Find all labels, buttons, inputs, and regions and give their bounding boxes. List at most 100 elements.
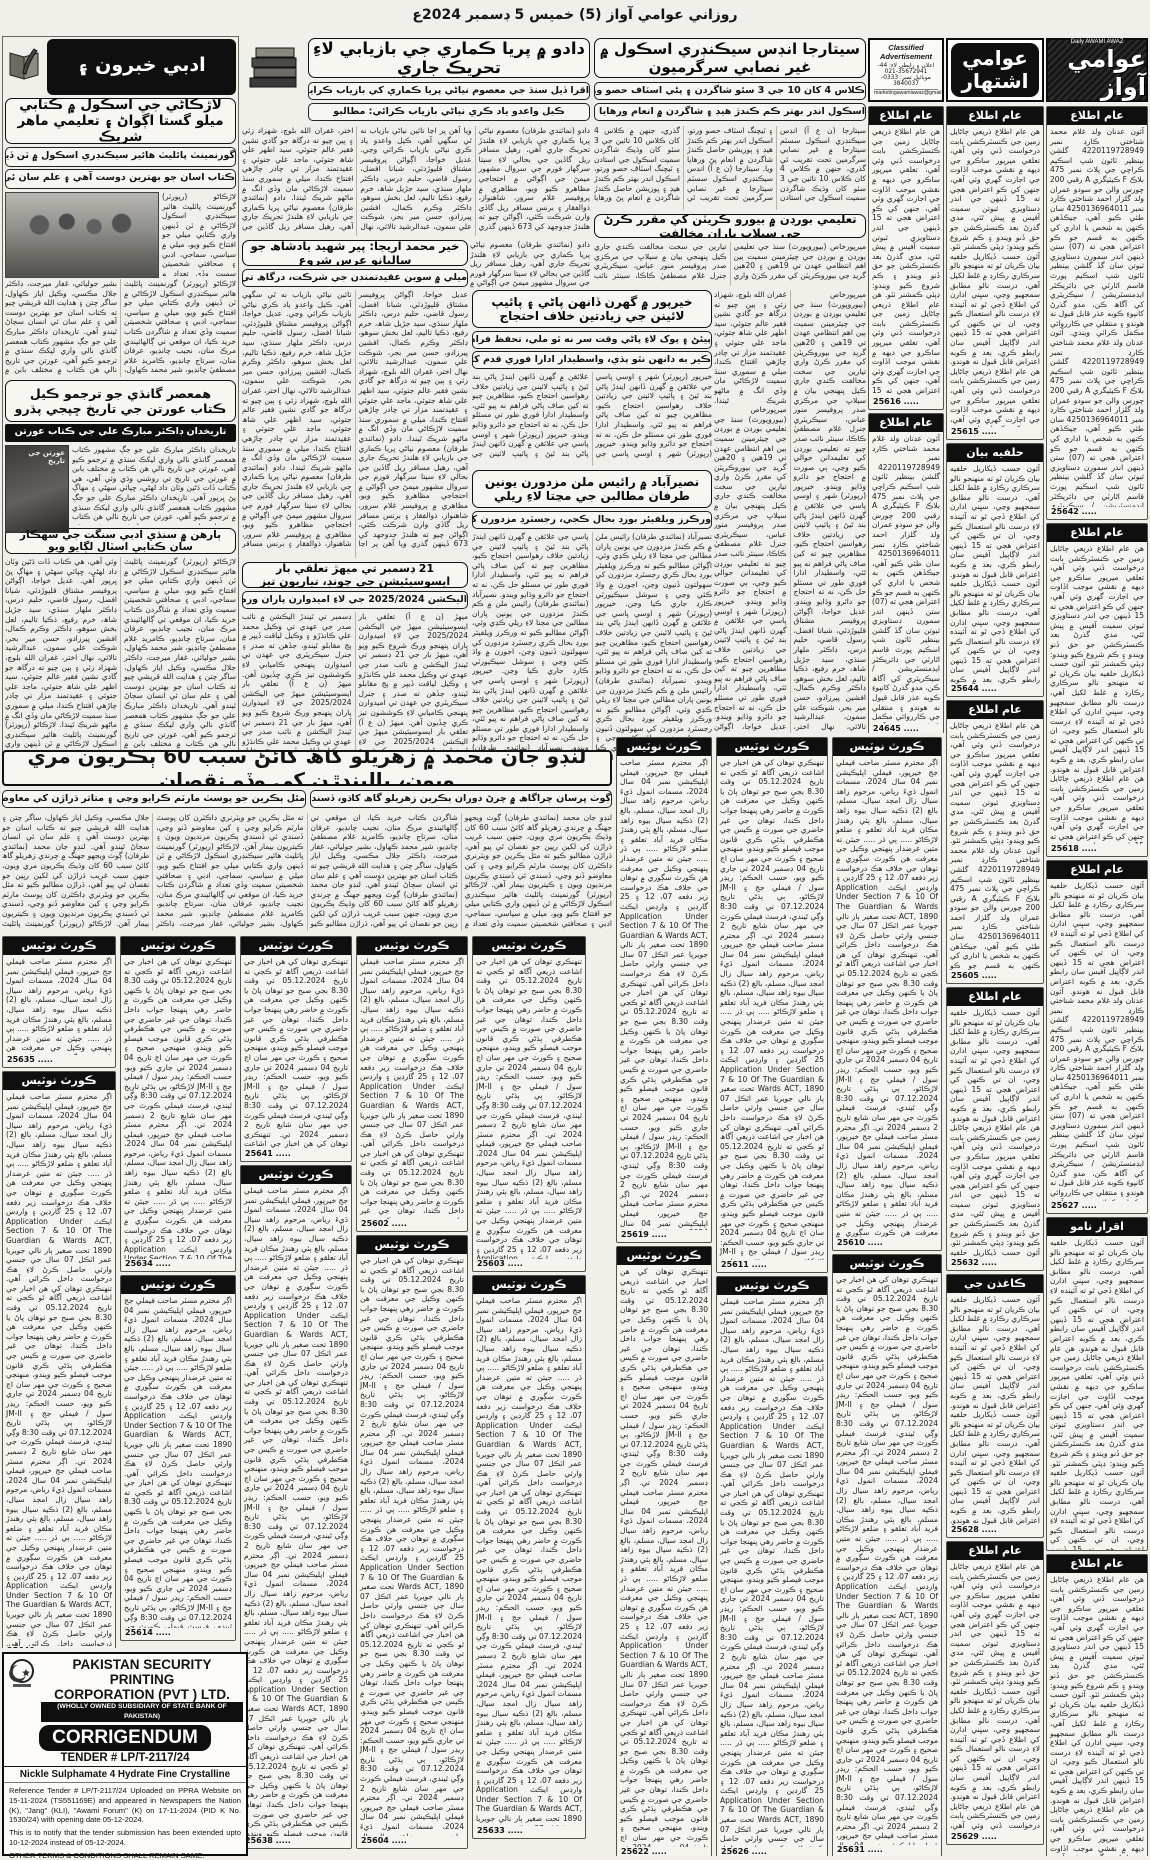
notice-body: هن عام اطلاع ذريعي ڄاڻايل زمين جي ڪنسٽرڪ…	[1050, 1575, 1144, 1856]
dadu-subhead-2: ڪيل واعدو ياد ڪري نياڻي بازياب ڪرائي: مط…	[308, 103, 590, 121]
dadu-headline: دادو ۾ پريا ڪماري جي بازيابي لاءِ تحريڪ …	[308, 38, 590, 78]
notice-ref-number: ..... 25603	[477, 1259, 523, 1268]
ishtihar-box: عوامي اشتهار	[946, 38, 1044, 102]
notice: عام اطلاع هن عام اطلاع ذريعي ڄاڻايل زمين …	[1046, 523, 1148, 857]
notice: عام اطلاع آئون حسب ڏيکاريل حلفيه بيان ڪري…	[946, 987, 1044, 1271]
notice-ref-number: ..... 25602	[361, 1219, 407, 1228]
literary-photo	[5, 192, 159, 278]
literary-body-3: لاڙڪاڻو (رپورٽر) گورنمينٽ پائليٽ هائير س…	[5, 557, 236, 758]
notice-body: هن عام اطلاع ذريعي ڄاڻايل زمين جي ڪنسٽرڪ…	[1050, 544, 1144, 844]
notice: ڪورٽ نوٽيس تنهنڪري توهان کي هن اخبار جي ا…	[616, 1246, 712, 1856]
school-headline: سيتارجا انڊس سيڪنڊري اسڪول ۾ غير نصابي س…	[594, 38, 866, 78]
books-stack-icon	[244, 40, 304, 104]
notice: عام اطلاع آئون عدنان ولد غلام محمد شناختي…	[868, 413, 944, 733]
school-body: سيتارجا (ن ع آ) انڊس سيڪنڊري اسڪول سسٽم …	[594, 126, 866, 203]
notice-header: حلفيه بيان	[947, 444, 1043, 462]
notice-ref-number: ..... 25604	[361, 1836, 407, 1845]
notice-header: عام اطلاع	[1047, 861, 1147, 879]
notice-body: آئون حسب ڏيکاريل حلفيه بيان ڪريان ٿو ته …	[1050, 1238, 1144, 1550]
notice: ڪورٽ نوٽيس تنهنڪري توهان کي هن اخبار جي ا…	[832, 1254, 942, 1856]
rally-headline: نصيرآباد ۾ رائيس ملن مزدورن يونين طرفان …	[472, 470, 712, 508]
notice: عام اطلاع هن عام اطلاع ذريعي ڄاڻايل زمين …	[946, 1541, 1044, 1845]
notice-ref-number: ..... 25638	[245, 1836, 291, 1845]
court-notice-column-3: ڪورٽ نوٽيس تنهنڪري توهان کي هن اخبار جي ا…	[240, 936, 352, 1856]
notice-body: اڳر محترم مسٽر صاحب فيملي جج خيرپور، فيم…	[620, 758, 709, 1230]
notice-body: اڳر محترم مسٽر صاحب فيملي جج خيرپور، فيم…	[836, 758, 939, 1238]
notice: ڪورٽ نوٽيس تنهنڪري توهان کي هن اخبار جي ا…	[120, 936, 236, 1272]
notice-ref-number: ..... 25618	[1051, 844, 1097, 853]
dadu-subhead-1: اقرا ڏيل سنڌ جي معصوم نياڻي پريا ڪماري ک…	[308, 82, 590, 100]
notice-body: اڳر محترم مسٽر صاحب فيملي جج خيرپور، فيم…	[720, 1297, 825, 1847]
corrigendum-title: CORRIGENDUM	[39, 1725, 211, 1751]
notice-body: اڳر محترم مسٽر صاحب فيملي جج خيرپور، فيم…	[124, 1296, 233, 1628]
logo-main-text: عوامي آواز	[1067, 45, 1146, 101]
khairpur-subhead-1: پيئڻ ۽ پوک لاءِ پاڻي وقت سر نه ٿو ملي، ت…	[472, 331, 712, 349]
classified-column-2: عام اطلاع هن عام اطلاع ذريعي ڄاڻايل زمين …	[946, 106, 1044, 1856]
notice-header: اقرار نامو	[1047, 1218, 1147, 1236]
khair-headline: خير محمد آريجا: پير شهيد بادشاھ جو ساليا…	[242, 240, 468, 266]
notice: ڪورٽ نوٽيس اڳر محترم مسٽر صاحب فيملي جج خ…	[616, 737, 712, 1243]
bar-election-body: ميهڙ (ن ع آ) تعلقي بار ايسوسيئيشن ميهڙ ج…	[242, 612, 468, 765]
notice-header: عام اطلاع	[947, 701, 1043, 719]
notice-body: تنهنڪري توهان کي هن اخبار جي اشاعت ذريعي…	[620, 1267, 709, 1847]
boards-headline: تعليمي بورڊن ۾ بيورو ڪريٽن کي مقرر ڪرڻ ج…	[594, 214, 866, 238]
notice-header: ڪورٽ نوٽيس	[357, 937, 467, 955]
notice-body: هن عام اطلاع ذريعي ڄاڻايل زمين جي ڪنسٽرڪ…	[950, 721, 1040, 971]
boards-body: ميرپورخاص (بيوروپورٽ) سنڌ جي تعليمي بورڊ…	[594, 242, 866, 280]
notice-header: ڪورٽ نوٽيس	[241, 937, 351, 955]
notice-ref-number: ..... 25633	[477, 1826, 523, 1835]
notice-header: ڪورٽ نوٽيس	[121, 937, 235, 955]
notice-header: ڪورٽ نوٽيس	[717, 738, 827, 756]
notice-ref-number: ..... 25644	[951, 684, 997, 693]
boards-body-continued: ميرپورخاص (بيوروپورٽ) سنڌ جي تعليمي بورڊ…	[714, 290, 866, 731]
pspc-crest-icon	[7, 1657, 41, 1696]
bar-election-subhead: اليڪشن 2025/2024 جي لاءِ اميدوارن پاران …	[242, 591, 468, 609]
notice-body: تنهنڪري توهان کي هن اخبار جي اشاعت ذريعي…	[476, 957, 582, 1259]
notice-body: تنهنڪري توهان کي هن اخبار جي اشاعت ذريعي…	[360, 1256, 465, 1836]
notice-ref-number: ..... 24645	[873, 724, 919, 733]
notice: ڪورٽ نوٽيس اڳر محترم مسٽر صاحب فيملي جج خ…	[356, 936, 468, 1232]
ishtihar-line2: اشتهار	[961, 69, 1029, 93]
notice-body: آئون حسب ڏيکاريل حلفيه بيان ڪريان ٿو ته …	[1050, 881, 1144, 1201]
court-notice-column-2: ڪورٽ نوٽيس تنهنڪري توهان کي هن اخبار جي ا…	[120, 936, 236, 1648]
notice: ڪورٽ نوٽيس اڳر محترم مسٽر صاحب فيملي جج خ…	[472, 1275, 586, 1839]
corrigendum-paragraph-3: OTHER TERMS & CONDITIONS SHALL REMAIN SA…	[9, 1850, 205, 1860]
notice-body: آئون عدنان ولد غلام محمد شناختي ڪارڊ نمب…	[872, 434, 941, 724]
notice-body: تنهنڪري توهان کي هن اخبار جي اشاعت ذريعي…	[836, 1275, 939, 1845]
corrigendum-paragraph-2: This is to notify that the tender submis…	[9, 1828, 241, 1847]
goats-headline: لنڊو جان محمد ۾ زهريلو گاھ کائڻ سبب 60 ٻ…	[2, 750, 612, 786]
literary-section-title: ادبي خبرون ۽ سرگرميون	[47, 39, 236, 95]
classified-contact-box: Classified Advertisement اعلان ۽ رابطي ل…	[868, 38, 944, 102]
notice-body: آئون حسب ڏيکاريل حلفيه بيان ڪريان ٿو ته …	[950, 1008, 1040, 1258]
notice-header: عام اطلاع	[1047, 524, 1147, 542]
notice: اقرار نامو آئون حسب ڏيکاريل حلفيه بيان ڪر…	[1046, 1217, 1148, 1551]
notice-ref-number: ..... 25631	[837, 1845, 883, 1854]
notice: ڪورٽ نوٽيس تنهنڪري توهان کي هن اخبار جي ا…	[240, 936, 352, 1162]
notice-body: اڳر محترم مسٽر صاحب فيملي جج خيرپور، فيم…	[244, 1186, 349, 1836]
notice-ref-number: ..... 25610	[837, 1238, 883, 1247]
notice: عام اطلاع آئون عدنان ولد غلام محمد شناختي…	[1046, 106, 1148, 520]
notice-header: ڪورٽ نوٽيس	[3, 1072, 115, 1090]
goats-subhead-left: مئل ٻڪرين جو پوسٽ مارٽم ڪرايو وڃي ۽ متاث…	[2, 790, 306, 808]
book-quill-icon	[5, 39, 45, 95]
khairpur-body: خيرپور (رپورٽر) شهر ۽ اوسي پاسي جي علائق…	[472, 372, 712, 458]
literary-body-1: لاڙڪاڻو (رپورٽر) گورنمينٽ پائليٽ هائير س…	[5, 279, 236, 375]
notice-header: عام اطلاع	[869, 414, 943, 432]
notice-header: ڪورٽ نوٽيس	[3, 937, 115, 955]
notice-header: عام اطلاع	[1047, 107, 1147, 125]
pria-extra-body: دادو (نمائندي طرفان) معصوم نياڻي پريا ڪم…	[470, 240, 590, 288]
notice: عام اطلاع هن عام اطلاع ذريعي ڄاڻايل زمين …	[1046, 1554, 1148, 1856]
pspc-name-line2: CORPORATION (PVT ) LTD.	[54, 1687, 230, 1702]
court-notice-column-7: ڪورٽ نوٽيس تنهنڪري توهان کي هن اخبار جي ا…	[716, 737, 828, 1856]
notice: ڪورٽ نوٽيس اڳر محترم مسٽر صاحب فيملي جج خ…	[2, 936, 116, 1068]
bar-election-headline: 21 ڊسمبر تي ميهڙ تعلقي بار ايسوسيئيشن جي…	[242, 562, 468, 588]
court-notice-column-8: ڪورٽ نوٽيس اڳر محترم مسٽر صاحب فيملي جج خ…	[832, 737, 942, 1856]
notice-header: ڪاغذن جي گمشدگي	[947, 1275, 1043, 1293]
rally-subhead: ورڪرز ويلفيئر بورڊ بحال ڪجي، رجسٽرڊ مزدو…	[472, 511, 712, 529]
notice-body: تنهنڪري توهان کي هن اخبار جي اشاعت ذريعي…	[720, 758, 825, 1260]
notice: ڪورٽ نوٽيس تنهنڪري توهان کي هن اخبار جي ا…	[716, 737, 828, 1273]
notice-body: تنهنڪري توهان کي هن اخبار جي اشاعت ذريعي…	[124, 957, 233, 1259]
literary-headline-1: لاڙڪاڻي جي اسڪول ۾ ڪتابي ميلو گستا اڳواڻ…	[5, 98, 236, 144]
notice: حلفيه بيان آئون حسب ڏيکاريل حلفيه بيان ڪر…	[946, 443, 1044, 697]
notice-ref-number: ..... 25632	[951, 1258, 997, 1267]
